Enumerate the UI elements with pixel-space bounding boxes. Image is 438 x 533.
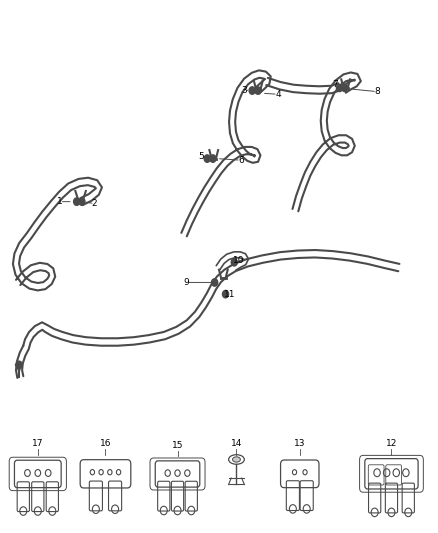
- Text: 17: 17: [32, 439, 43, 448]
- Text: 5: 5: [199, 152, 205, 161]
- Text: 1: 1: [57, 197, 63, 206]
- Circle shape: [231, 259, 237, 266]
- Text: 11: 11: [224, 290, 235, 299]
- Circle shape: [255, 87, 261, 94]
- Ellipse shape: [233, 457, 240, 462]
- Text: 2: 2: [92, 199, 97, 208]
- Circle shape: [79, 198, 85, 205]
- Text: 15: 15: [172, 441, 183, 450]
- Circle shape: [210, 155, 216, 163]
- Circle shape: [336, 84, 343, 92]
- Circle shape: [223, 290, 229, 298]
- Text: 4: 4: [275, 90, 281, 99]
- Text: 12: 12: [386, 439, 397, 448]
- Text: 16: 16: [100, 439, 111, 448]
- Text: 9: 9: [184, 278, 189, 287]
- Circle shape: [16, 361, 22, 368]
- Text: 8: 8: [374, 87, 380, 96]
- Text: 13: 13: [294, 439, 306, 448]
- Text: 3: 3: [241, 85, 247, 94]
- Text: 10: 10: [233, 256, 244, 264]
- Text: 7: 7: [332, 80, 338, 89]
- Text: 6: 6: [238, 156, 244, 165]
- Circle shape: [342, 84, 348, 92]
- Circle shape: [249, 87, 255, 94]
- Circle shape: [212, 279, 218, 286]
- Text: 14: 14: [231, 439, 242, 448]
- Circle shape: [74, 198, 80, 205]
- Circle shape: [204, 155, 210, 163]
